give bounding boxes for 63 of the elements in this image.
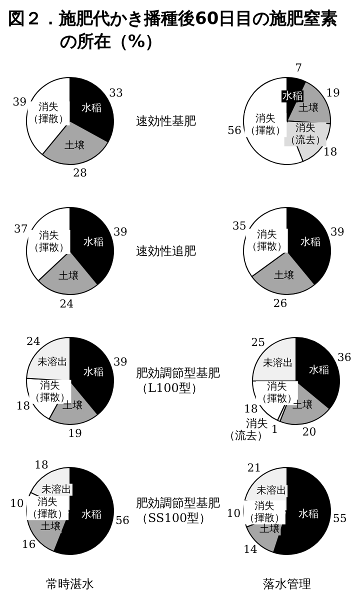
data-label: 26 xyxy=(273,296,288,310)
slice-label: 土壌 xyxy=(260,522,280,535)
data-label: 18 xyxy=(244,402,258,416)
slice-label: 未溶出 xyxy=(256,484,287,497)
slice-label: 消失（揮散） xyxy=(30,379,70,404)
slice-label: 水稲 xyxy=(300,236,321,248)
data-label: 10 xyxy=(226,507,241,520)
data-label: 1 xyxy=(271,422,278,436)
text: 図２．施肥代かき播種後60日目の施肥窒素の所在（%） xyxy=(8,8,339,54)
data-label: 39 xyxy=(113,226,128,239)
data-label: 24 xyxy=(60,297,74,310)
slice-label: 土壌 xyxy=(58,270,78,282)
slice-label: 消失（揮散） xyxy=(256,380,297,405)
slice-label: 水稲 xyxy=(81,508,102,521)
data-label: 35 xyxy=(232,220,246,233)
data-label: 56 xyxy=(227,124,242,137)
slice-label: 土壌 xyxy=(298,102,319,114)
data-label: 39 xyxy=(113,356,128,369)
slice-label: 水稲 xyxy=(298,508,318,520)
data-label: 18 xyxy=(34,458,48,472)
slice-label: 消失（揮散） xyxy=(244,500,284,524)
text: 速効性基肥 xyxy=(136,114,197,128)
data-label: 10 xyxy=(10,497,24,510)
text: 速効性追肥 xyxy=(136,244,197,258)
data-label: 21 xyxy=(247,462,262,475)
slice-label: 未溶出 xyxy=(263,356,294,369)
slice-label: 水稲 xyxy=(282,90,303,102)
slice-label: 土壌 xyxy=(64,139,85,152)
slice-label: 水稲 xyxy=(84,366,104,378)
text: 落水管理 xyxy=(262,576,312,593)
slice-label: 水稲 xyxy=(308,364,329,376)
data-label: 55 xyxy=(332,512,347,526)
slice-label: 消失（揮散） xyxy=(28,496,68,520)
data-label: 16 xyxy=(22,538,36,551)
text: 肥効調節型基肥（SS100型） xyxy=(136,496,220,526)
data-label: 19 xyxy=(68,427,82,440)
slice-label: 消失（揮散） xyxy=(28,100,69,125)
slice-label: 土壌 xyxy=(274,270,294,282)
data-label: 37 xyxy=(14,222,28,236)
legend-label: 消失（揮散） xyxy=(246,112,286,137)
slice-label: 水稲 xyxy=(84,236,104,248)
data-label: 36 xyxy=(337,351,352,364)
data-label: 24 xyxy=(26,334,40,348)
data-label: 20 xyxy=(302,426,316,439)
data-label: 39 xyxy=(330,226,344,239)
text: 肥効調節型基肥（L100型） xyxy=(136,366,220,396)
slice-label: 未溶出 xyxy=(38,356,68,368)
data-label: 18 xyxy=(16,400,30,413)
slice-label: 水稲 xyxy=(82,102,102,114)
slice-label: 消失（揮散） xyxy=(29,230,70,254)
data-label: 7 xyxy=(295,62,302,75)
text: 常時湛水 xyxy=(45,576,95,593)
data-label: 28 xyxy=(73,166,88,180)
data-label: 56 xyxy=(116,514,130,527)
data-label: 33 xyxy=(109,86,124,100)
data-label: 14 xyxy=(243,542,258,556)
slice-label: 消失（流去） xyxy=(224,416,268,442)
data-label: 25 xyxy=(251,336,266,350)
slice-label: 消失（揮散） xyxy=(246,228,287,252)
data-label: 39 xyxy=(12,96,27,109)
slice-label: 未溶出 xyxy=(41,483,72,496)
slice-label: 土壌 xyxy=(40,520,61,533)
data-label: 19 xyxy=(326,86,340,100)
